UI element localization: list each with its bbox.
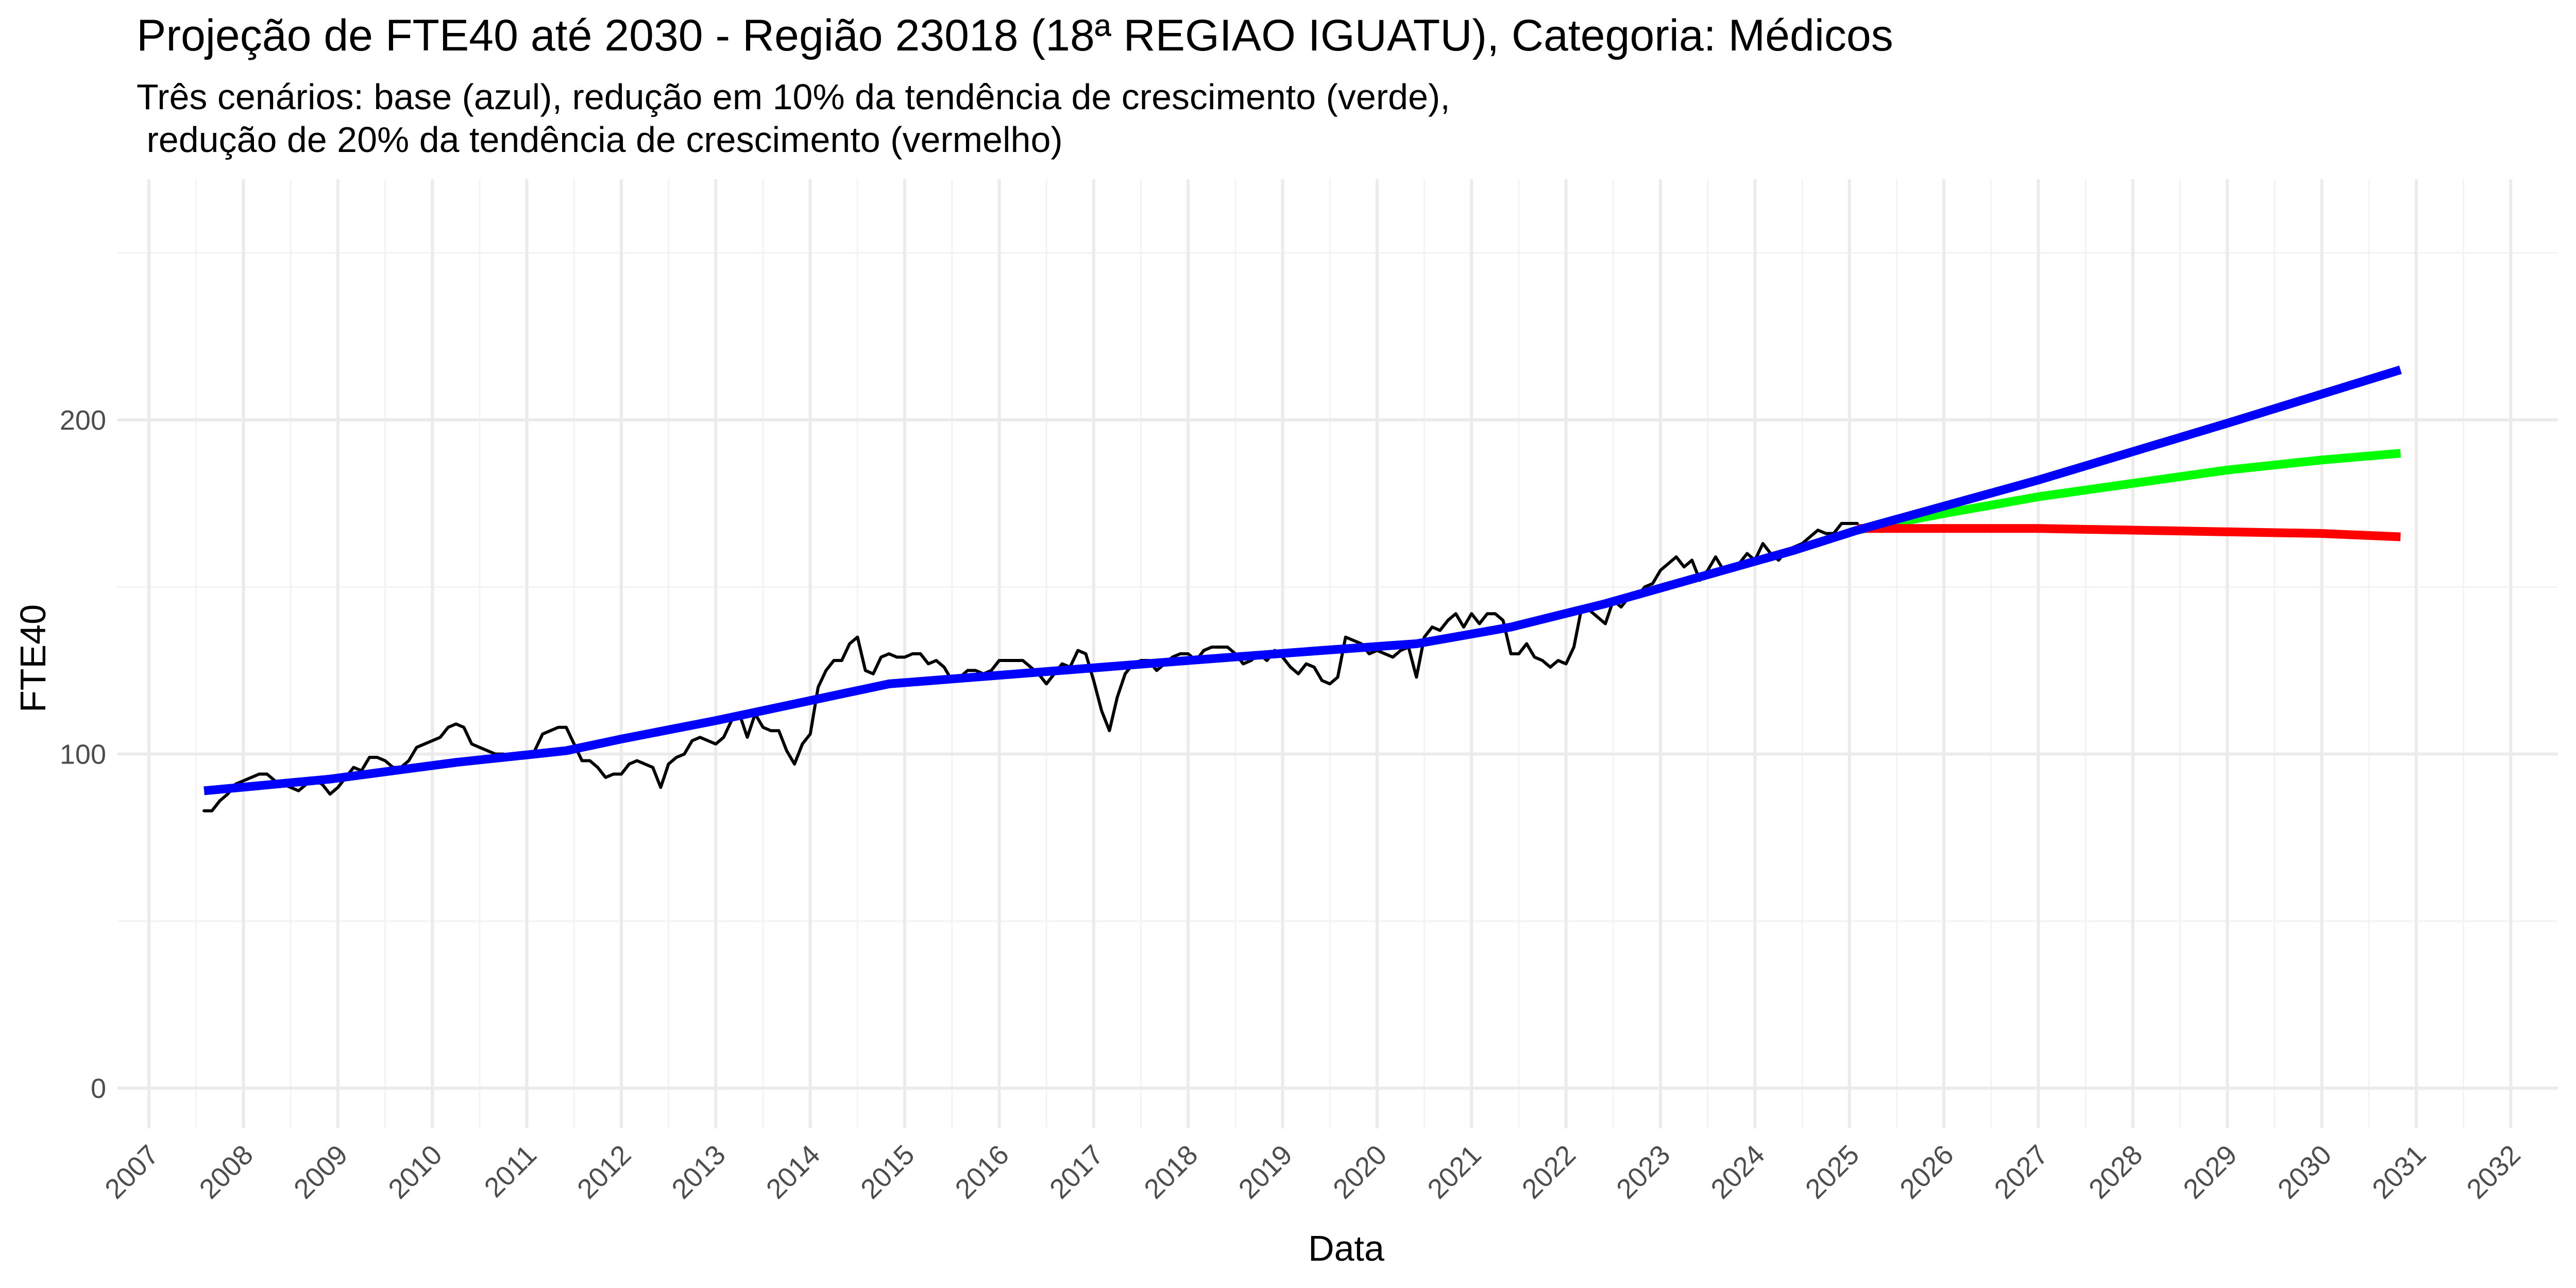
series-line-1: [204, 365, 2402, 795]
chart-subtitle-line-1: Três cenários: base (azul), redução em 1…: [137, 77, 1450, 117]
grid-lines: [117, 179, 2558, 1128]
x-tick-label: 2011: [479, 1139, 543, 1204]
x-tick-label: 2015: [855, 1139, 920, 1205]
x-tick-label: 2007: [99, 1139, 164, 1205]
x-tick-label: 2018: [1138, 1139, 1204, 1205]
x-tick-label: 2032: [2461, 1139, 2526, 1205]
y-tick-labels: 0 100 200: [60, 405, 106, 1104]
y-axis-title: FTE40: [13, 604, 53, 713]
chart-title: Projeção de FTE40 até 2030 - Região 2301…: [137, 11, 1893, 60]
series-line-2: [1856, 449, 2401, 535]
series-line-3: [1857, 524, 2401, 541]
x-tick-label: 2025: [1800, 1139, 1865, 1205]
x-tick-label: 2016: [950, 1139, 1015, 1205]
x-tick-label: 2019: [1233, 1139, 1298, 1205]
x-tick-label: 2014: [760, 1139, 826, 1205]
series-line-0: [202, 522, 1859, 812]
x-tick-labels: 2007 2008 2009 2010 2011 2012 2013 2014 2015 2016…: [99, 1139, 2527, 1205]
x-tick-label: 2009: [288, 1139, 353, 1205]
x-tick-label: 2021: [1421, 1139, 1487, 1205]
chart-subtitle-line-2: redução de 20% da tendência de crescimen…: [137, 120, 1063, 160]
y-tick-label: 0: [91, 1073, 106, 1104]
x-tick-label: 2010: [382, 1139, 448, 1205]
x-tick-label: 2027: [1989, 1139, 2054, 1205]
x-axis-title: Data: [1308, 1228, 1384, 1268]
x-tick-label: 2013: [666, 1139, 731, 1205]
x-tick-label: 2029: [2177, 1139, 2243, 1205]
x-tick-label: 2031: [2366, 1139, 2432, 1205]
x-tick-label: 2023: [1611, 1139, 1676, 1205]
x-tick-label: 2030: [2272, 1139, 2337, 1205]
x-tick-label: 2024: [1705, 1139, 1770, 1205]
x-tick-label: 2020: [1327, 1139, 1393, 1205]
series-lines: [202, 365, 2402, 812]
y-tick-label: 100: [60, 739, 106, 770]
x-tick-label: 2008: [194, 1139, 259, 1205]
x-tick-label: 2012: [571, 1139, 637, 1205]
y-tick-label: 200: [60, 405, 106, 436]
x-tick-label: 2017: [1044, 1139, 1109, 1205]
x-tick-label: 2026: [1894, 1139, 1959, 1205]
x-tick-label: 2022: [1516, 1139, 1582, 1205]
x-tick-label: 2028: [2083, 1139, 2148, 1205]
